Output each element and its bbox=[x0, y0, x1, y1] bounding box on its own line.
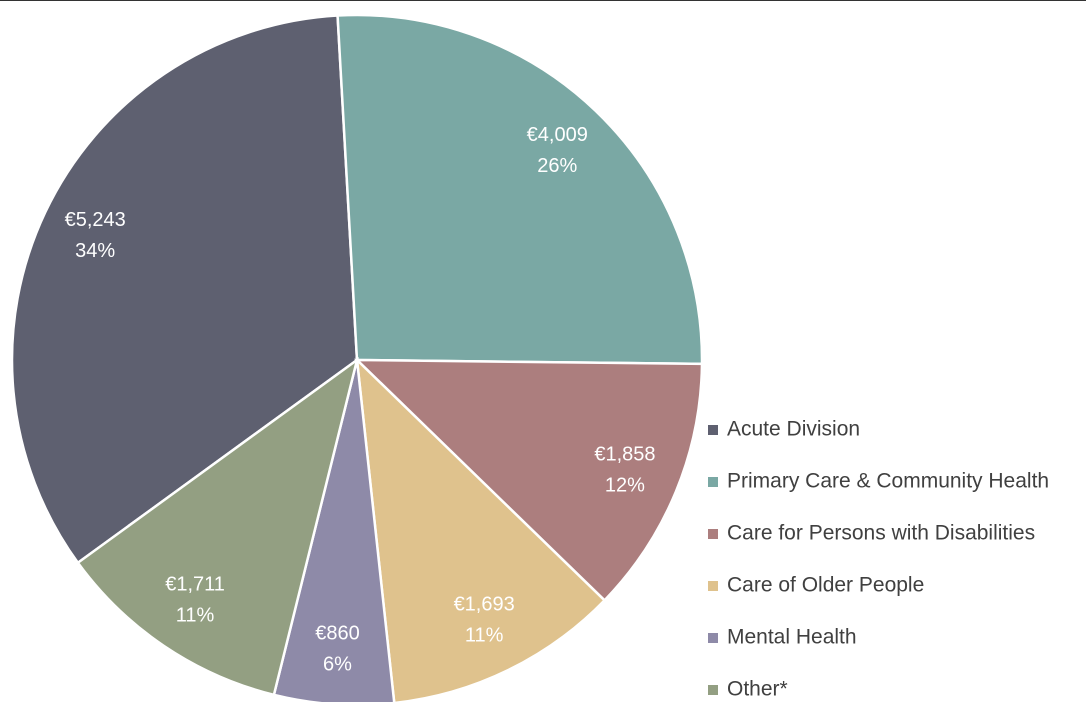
pie-slice bbox=[76, 356, 360, 697]
pie-slice bbox=[336, 13, 704, 366]
value-label: €1,711 bbox=[165, 574, 225, 596]
percent-label: 34% bbox=[75, 240, 115, 262]
pie-slice bbox=[10, 14, 359, 565]
pie-slice bbox=[355, 356, 607, 702]
legend-label: Care for Persons with Disabilities bbox=[727, 522, 1035, 545]
value-label: €5,243 bbox=[65, 209, 126, 231]
legend-label: Other* bbox=[727, 678, 788, 701]
legend-swatch bbox=[708, 477, 718, 487]
value-label: €1,858 bbox=[594, 444, 655, 466]
legend-swatch bbox=[708, 529, 718, 539]
value-label: €860 bbox=[315, 622, 360, 644]
legend-swatch bbox=[708, 581, 718, 591]
legend-label: Mental Health bbox=[727, 626, 857, 649]
legend-swatch bbox=[708, 685, 718, 695]
percent-label: 12% bbox=[605, 475, 645, 497]
value-label: €4,009 bbox=[527, 124, 588, 146]
value-label: €1,693 bbox=[454, 594, 515, 616]
legend-label: Acute Division bbox=[727, 418, 860, 441]
legend-swatch bbox=[708, 633, 718, 643]
legend-label: Primary Care & Community Health bbox=[727, 470, 1049, 493]
legend-label: Care of Older People bbox=[727, 574, 924, 597]
percent-label: 6% bbox=[323, 653, 352, 675]
percent-label: 11% bbox=[176, 605, 215, 627]
pie-slice bbox=[353, 358, 704, 603]
legend-swatch bbox=[708, 425, 718, 435]
percent-label: 26% bbox=[537, 155, 577, 177]
percent-label: 11% bbox=[465, 625, 504, 647]
